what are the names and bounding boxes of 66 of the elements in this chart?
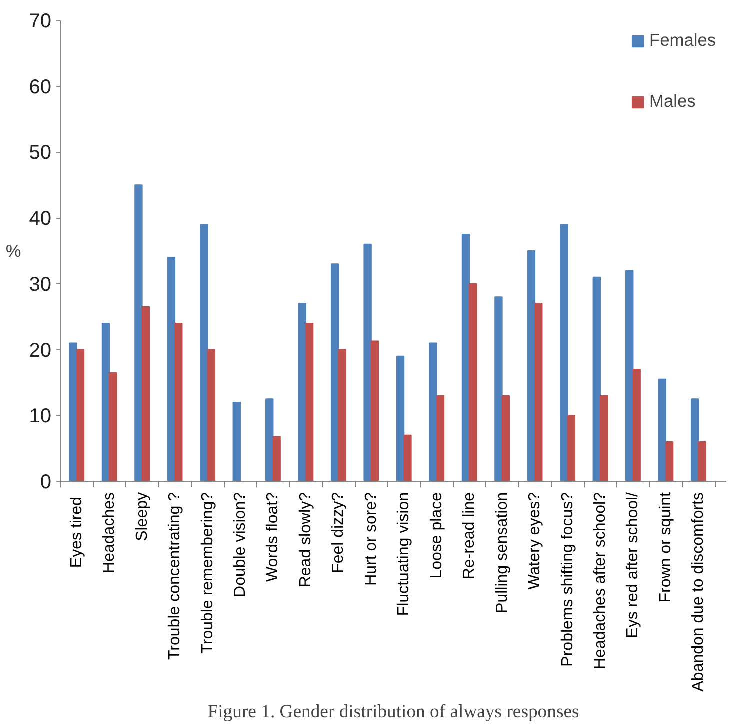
bar: [600, 395, 608, 482]
y-tick-label: 60: [29, 76, 52, 98]
bar: [272, 436, 281, 482]
bar: [626, 270, 634, 482]
y-tick-label: 20: [29, 340, 52, 362]
x-tick-label: Words float?: [264, 492, 282, 582]
bar: [370, 340, 380, 482]
bar: [429, 342, 438, 482]
x-tick-label: Eys red after school/: [624, 492, 642, 638]
x-tick-label: Hurt or sore?: [362, 492, 380, 586]
x-tick-label: Trouble concentrating ?: [166, 492, 184, 660]
bar: [502, 395, 510, 482]
bar: [658, 378, 666, 482]
x-tick-label: Abandon due to discomforts: [690, 492, 708, 692]
bar: [232, 402, 241, 482]
bar: [69, 342, 78, 482]
bar: [698, 441, 706, 482]
x-tick-label: Fluctuating vision: [396, 492, 413, 616]
bar: [396, 356, 405, 482]
x-tick-label: Double vision?: [232, 492, 249, 598]
bar: [330, 264, 340, 482]
bar: [207, 349, 216, 482]
x-tick-label: Trouble remembering?: [199, 492, 216, 654]
bar: [134, 184, 143, 482]
y-tick-label: 40: [29, 208, 52, 230]
bar: [560, 224, 568, 482]
bar: [592, 276, 601, 482]
x-tick-label: Problems shifting focus?: [559, 492, 576, 667]
bar: [567, 415, 576, 482]
x-tick-label: Re-read line: [461, 492, 478, 580]
x-tick-label: Watery eyes?: [526, 492, 544, 590]
bar: [534, 303, 543, 482]
bar: [338, 349, 346, 482]
y-tick-label: 0: [40, 472, 52, 494]
x-tick-label: Frown or squint: [657, 492, 674, 603]
bar: [76, 349, 85, 482]
bar: [305, 322, 314, 482]
bar: [469, 283, 478, 482]
x-tick-label: Feel dizzy?: [330, 492, 348, 574]
x-tick-label: Pulling sensation: [494, 492, 511, 614]
bar: [665, 441, 674, 482]
y-tick-label: 30: [29, 274, 52, 296]
bar: [436, 395, 445, 482]
bar: [109, 372, 118, 482]
x-tick-label: Loose place: [428, 492, 446, 579]
x-tick-label: Sleepy: [134, 492, 151, 542]
y-tick-label: 10: [29, 406, 52, 428]
bar: [174, 322, 183, 482]
y-tick-label: 70: [29, 10, 52, 32]
x-tick-label: Headaches after school?: [592, 492, 609, 670]
x-tick-label: Read slowly?: [297, 492, 314, 588]
y-tick-label: 50: [29, 142, 52, 164]
x-tick-label: Eyes tired: [68, 496, 86, 568]
bar: [690, 398, 700, 482]
bar: [266, 398, 274, 482]
x-tick-label: Headaches: [101, 492, 118, 574]
bar: [142, 306, 150, 482]
bar: [404, 434, 412, 482]
legend-label: Males: [650, 91, 696, 112]
bar: [632, 369, 641, 482]
bar: [494, 296, 503, 482]
bar: [364, 244, 372, 482]
legend-label: Females: [650, 30, 716, 51]
bar: [200, 224, 208, 482]
y-axis-title: %: [6, 241, 22, 261]
caption: Figure 1. Gender distribution of always responses: [208, 702, 580, 722]
